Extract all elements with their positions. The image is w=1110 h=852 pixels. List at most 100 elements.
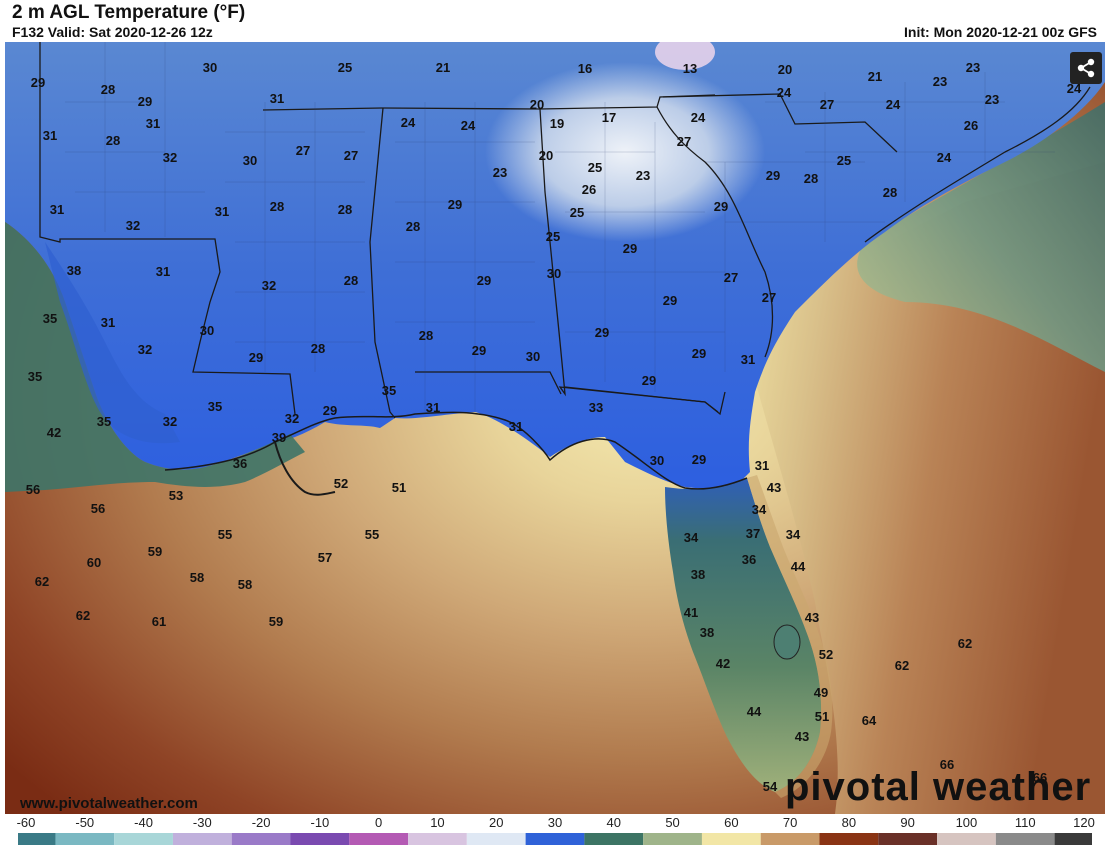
temperature-label: 30 [203, 60, 217, 75]
temperature-label: 24 [401, 115, 416, 130]
scale-tick-label: 40 [607, 815, 621, 830]
cold-core [485, 62, 765, 242]
temperature-label: 24 [691, 110, 706, 125]
temperature-label: 27 [296, 143, 310, 158]
temperature-label: 24 [937, 150, 952, 165]
scale-swatch [995, 833, 1055, 845]
temperature-label: 29 [472, 343, 486, 358]
scale-tick-label: 80 [842, 815, 856, 830]
temperature-label: 26 [964, 118, 978, 133]
share-icon [1077, 58, 1095, 78]
temperature-label: 38 [691, 567, 705, 582]
temperature-label: 25 [546, 229, 560, 244]
temperature-label: 30 [547, 266, 561, 281]
temperature-label: 27 [724, 270, 738, 285]
temperature-label: 44 [791, 559, 806, 574]
scale-swatch [1054, 833, 1092, 845]
scale-swatch [55, 833, 115, 845]
temperature-label: 32 [163, 414, 177, 429]
temperature-label: 27 [677, 134, 691, 149]
lake-okeechobee [773, 624, 801, 660]
temperature-label: 24 [461, 118, 476, 133]
temperature-label: 43 [805, 610, 819, 625]
temperature-label: 31 [270, 91, 284, 106]
temperature-label: 33 [589, 400, 603, 415]
scale-tick-label: -40 [134, 815, 153, 830]
temperature-label: 35 [28, 369, 42, 384]
temperature-label: 59 [148, 544, 162, 559]
temperature-label: 25 [837, 153, 851, 168]
temperature-label: 31 [50, 202, 64, 217]
scale-swatch [466, 833, 526, 845]
temperature-label: 54 [763, 779, 778, 794]
scale-swatch [878, 833, 938, 845]
share-button[interactable] [1070, 52, 1102, 84]
scale-tick-label: -60 [17, 815, 36, 830]
scale-swatch [408, 833, 467, 845]
scale-tick-label: 50 [665, 815, 679, 830]
temperature-label: 29 [692, 452, 706, 467]
temperature-label: 28 [344, 273, 358, 288]
temperature-label: 31 [755, 458, 769, 473]
temperature-label: 32 [126, 218, 140, 233]
scale-tick-label: 10 [430, 815, 444, 830]
temperature-label: 29 [623, 241, 637, 256]
scale-swatch [172, 833, 232, 845]
temperature-label: 29 [766, 168, 780, 183]
land-mass [5, 42, 1105, 489]
temperature-label: 28 [311, 341, 325, 356]
temperature-label: 44 [747, 704, 762, 719]
temperature-label: 29 [714, 199, 728, 214]
map-canvas: 29 30 25 21 16 13 20 21 23 28 29 31 24 23 23 31 31 28 24 24… [5, 42, 1105, 814]
temperature-map[interactable]: 29 30 25 21 16 13 20 21 23 28 29 31 24 23 23 31 31 28 24 24… [5, 42, 1105, 814]
temperature-label: 37 [746, 526, 760, 541]
temperature-label: 31 [156, 264, 170, 279]
scale-tick-label: -30 [193, 815, 212, 830]
temperature-label: 53 [169, 488, 183, 503]
scale-swatch [231, 833, 291, 845]
scale-swatch [937, 833, 996, 845]
temperature-label: 19 [550, 116, 564, 131]
temperature-label: 62 [895, 658, 909, 673]
init-time: Init: Mon 2020-12-21 00z GFS [904, 24, 1097, 40]
temperature-label: 34 [684, 530, 699, 545]
temperature-label: 28 [101, 82, 115, 97]
county-lines [65, 42, 1055, 412]
temperature-label: 35 [208, 399, 222, 414]
temperature-label: 49 [814, 685, 828, 700]
temperature-label: 55 [365, 527, 379, 542]
atlantic-north-waters [857, 102, 1105, 372]
scale-swatch [701, 833, 761, 845]
scale-tick-label: -20 [252, 815, 271, 830]
map-title: 2 m AGL Temperature (°F) [12, 2, 246, 23]
temperature-label: 23 [493, 165, 507, 180]
temperature-label: 29 [448, 197, 462, 212]
temperature-label: 52 [334, 476, 348, 491]
temperature-label: 30 [650, 453, 664, 468]
mississippi-delta [274, 441, 336, 496]
temperature-label: 25 [570, 205, 584, 220]
temperature-label: 28 [338, 202, 352, 217]
scale-swatch [584, 833, 644, 845]
scale-swatch [290, 833, 350, 845]
temperature-label: 30 [243, 153, 257, 168]
temperature-label: 62 [35, 574, 49, 589]
louisiana-inland [45, 242, 180, 444]
temperature-label: 29 [642, 373, 656, 388]
scale-tick-label: 90 [900, 815, 914, 830]
florida-east-coast [747, 475, 833, 798]
temperature-label: 58 [190, 570, 204, 585]
temperature-label: 29 [249, 350, 263, 365]
temperature-label: 20 [778, 62, 792, 77]
temperature-label: 42 [716, 656, 730, 671]
temperature-label: 21 [868, 69, 882, 84]
temperature-label: 23 [636, 168, 650, 183]
temperature-label: 66 [1033, 770, 1047, 785]
temperature-label: 62 [958, 636, 972, 651]
temperature-label: 28 [406, 219, 420, 234]
temperature-label: 27 [344, 148, 358, 163]
temperature-label: 64 [862, 713, 877, 728]
temperature-label: 36 [742, 552, 756, 567]
temperature-label: 36 [233, 456, 247, 471]
website-url[interactable]: www.pivotalweather.com [20, 795, 198, 812]
